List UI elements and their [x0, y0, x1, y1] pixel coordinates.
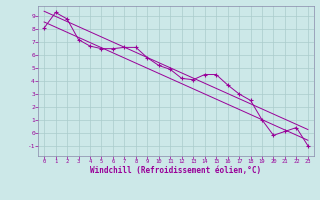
X-axis label: Windchill (Refroidissement éolien,°C): Windchill (Refroidissement éolien,°C)	[91, 166, 261, 175]
